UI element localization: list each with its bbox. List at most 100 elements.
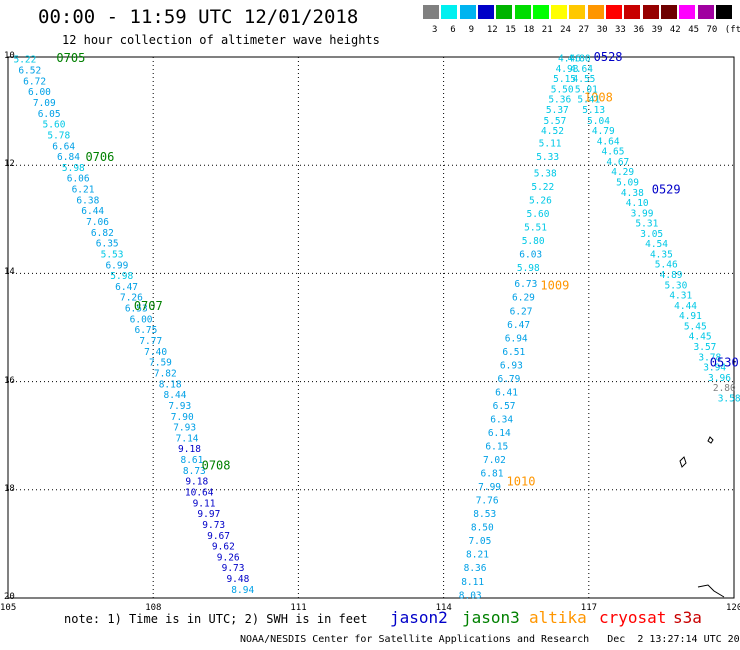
wave-height-value: 4.64 — [597, 136, 620, 147]
wave-height-value: 8.36 — [464, 563, 487, 574]
wave-height-value: 9.48 — [226, 574, 249, 585]
colorbar-label: 30 — [596, 25, 608, 35]
wave-height-value: 7.99 — [478, 482, 501, 493]
wave-height-value: 5.38 — [534, 168, 557, 179]
wave-height-value: 4.35 — [650, 249, 673, 260]
wave-height-value: 5.09 — [616, 178, 639, 189]
latitude-tick-label: 20 — [4, 592, 15, 602]
wave-height-value: 4.10 — [626, 198, 649, 209]
colorbar-label: 70 — [706, 25, 718, 35]
wave-height-value: 3.99 — [631, 208, 654, 219]
wave-height-value: 7.09 — [33, 98, 56, 109]
colorbar-label: 27 — [578, 25, 590, 35]
track-jason2: 4.804.644.555.015.415.135.044.794.644.65… — [568, 50, 740, 404]
wave-height-value: 7.06 — [86, 217, 109, 228]
colorbar-swatch — [532, 5, 549, 19]
wave-height-value: 4.91 — [679, 311, 702, 322]
track-jason3: 5.226.526.726.007.096.055.605.786.646.84… — [13, 51, 254, 596]
colorbar-label: 45 — [688, 25, 700, 35]
wave-height-value: 8.03 — [459, 590, 482, 601]
colorbar-label: 3 — [432, 25, 438, 35]
latitude-tick-label: 14 — [4, 267, 15, 278]
wave-height-value: 6.94 — [505, 333, 528, 344]
legend-cryosat: cryosat — [599, 608, 667, 627]
wave-height-value: 6.03 — [519, 249, 542, 260]
colorbar-label: 36 — [633, 25, 645, 35]
pass-time-label: 0707 — [134, 299, 163, 313]
wave-height-value: 5.51 — [524, 222, 547, 233]
wave-height-value: 5.33 — [536, 152, 559, 163]
colorbar-label: 21 — [541, 25, 553, 35]
latitude-tick-label: 12 — [4, 159, 15, 170]
wave-height-value: 5.22 — [531, 182, 554, 193]
wave-height-value: 6.64 — [52, 141, 75, 152]
wave-height-value: 10.64 — [185, 488, 214, 499]
pass-time-label: 0706 — [85, 150, 114, 164]
pass-time-label: 1010 — [507, 475, 536, 489]
wave-height-value: 7.26 — [120, 293, 143, 304]
wave-height-value: 6.15 — [485, 442, 508, 453]
wave-height-value: 3.57 — [694, 342, 717, 353]
wave-height-value: 6.41 — [495, 387, 518, 398]
wave-height-value: 7.05 — [468, 536, 491, 547]
wave-height-value: 6.47 — [507, 320, 530, 331]
wave-height-value: 4.80 — [568, 54, 591, 65]
wave-height-value: 8.21 — [466, 550, 489, 561]
wave-height-value: 4.44 — [674, 301, 697, 312]
wave-height-value: 9.73 — [222, 563, 245, 574]
colorbar-swatch — [697, 5, 714, 19]
wave-height-value: 6.52 — [18, 66, 41, 77]
wave-height-value: 3.05 — [640, 229, 663, 240]
wave-height-value: 5.22 — [13, 55, 36, 66]
wave-height-value: 6.34 — [490, 414, 513, 425]
wave-height-value: 4.46 — [558, 54, 581, 65]
wave-height-value: 8.73 — [183, 466, 206, 477]
wave-height-value: 3.96 — [708, 373, 731, 384]
wave-height-value: 7.14 — [176, 433, 199, 444]
wave-height-value: 6.14 — [488, 428, 511, 439]
wave-height-value: 6.84 — [57, 152, 80, 163]
longitude-tick-label: 111 — [290, 603, 307, 613]
pass-time-label: 0530 — [710, 356, 739, 370]
wave-height-value: 5.53 — [101, 249, 124, 260]
wave-height-value: 4.98 — [556, 64, 579, 75]
wave-height-value: 5.41 — [577, 95, 600, 106]
credit-line: NOAA/NESDIS Center for Satellite Applica… — [240, 634, 740, 645]
wave-height-value: 9.18 — [185, 477, 208, 488]
longitude-tick-label: 105 — [0, 603, 17, 613]
pass-time-label: 0529 — [652, 183, 681, 197]
colorbar-label: (ft) — [724, 25, 740, 35]
wave-height-value: 6.72 — [23, 76, 46, 87]
wave-height-value: 7.76 — [476, 496, 499, 507]
wave-height-value: 7.90 — [171, 412, 194, 423]
wave-height-value: 6.47 — [115, 282, 138, 293]
wave-height-value: 7.77 — [139, 336, 162, 347]
grid-lines — [7, 56, 735, 599]
wave-height-value: 6.51 — [502, 347, 525, 358]
wave-height-value: 7.40 — [144, 347, 167, 358]
longitude-tick-label: 114 — [435, 603, 452, 613]
wave-height-value: 6.27 — [510, 306, 533, 317]
legend-altika: altika — [529, 608, 587, 627]
longitude-tick-label: 120 — [726, 603, 740, 613]
satellite-tracks: 5.226.526.726.007.096.055.605.786.646.84… — [13, 50, 740, 601]
colorbar-label: 6 — [450, 25, 456, 35]
pass-time-label: 0708 — [202, 458, 231, 472]
wave-height-value: 8.61 — [180, 455, 203, 466]
colorbar-swatch — [606, 5, 622, 19]
footer-note: note: 1) Time is in UTC; 2) SWH is in fe… — [64, 612, 368, 626]
colorbar-swatch — [715, 5, 732, 19]
wave-height-value: 4.65 — [602, 147, 625, 158]
colorbar-label: 42 — [669, 25, 681, 35]
wave-height-value: 5.98 — [110, 271, 133, 282]
colorbar-swatch — [423, 5, 439, 19]
wave-height-value: 6.99 — [105, 260, 128, 271]
colorbar-swatch — [551, 5, 568, 19]
wave-height-value: 5.36 — [548, 95, 571, 106]
wave-height-value: 4.52 — [541, 126, 564, 137]
wave-height-value: 5.57 — [543, 116, 566, 127]
wave-height-value: 5.45 — [684, 321, 707, 332]
colorbar-swatch — [496, 5, 513, 19]
map-frame — [7, 56, 735, 599]
wave-height-value: 6.38 — [76, 195, 99, 206]
